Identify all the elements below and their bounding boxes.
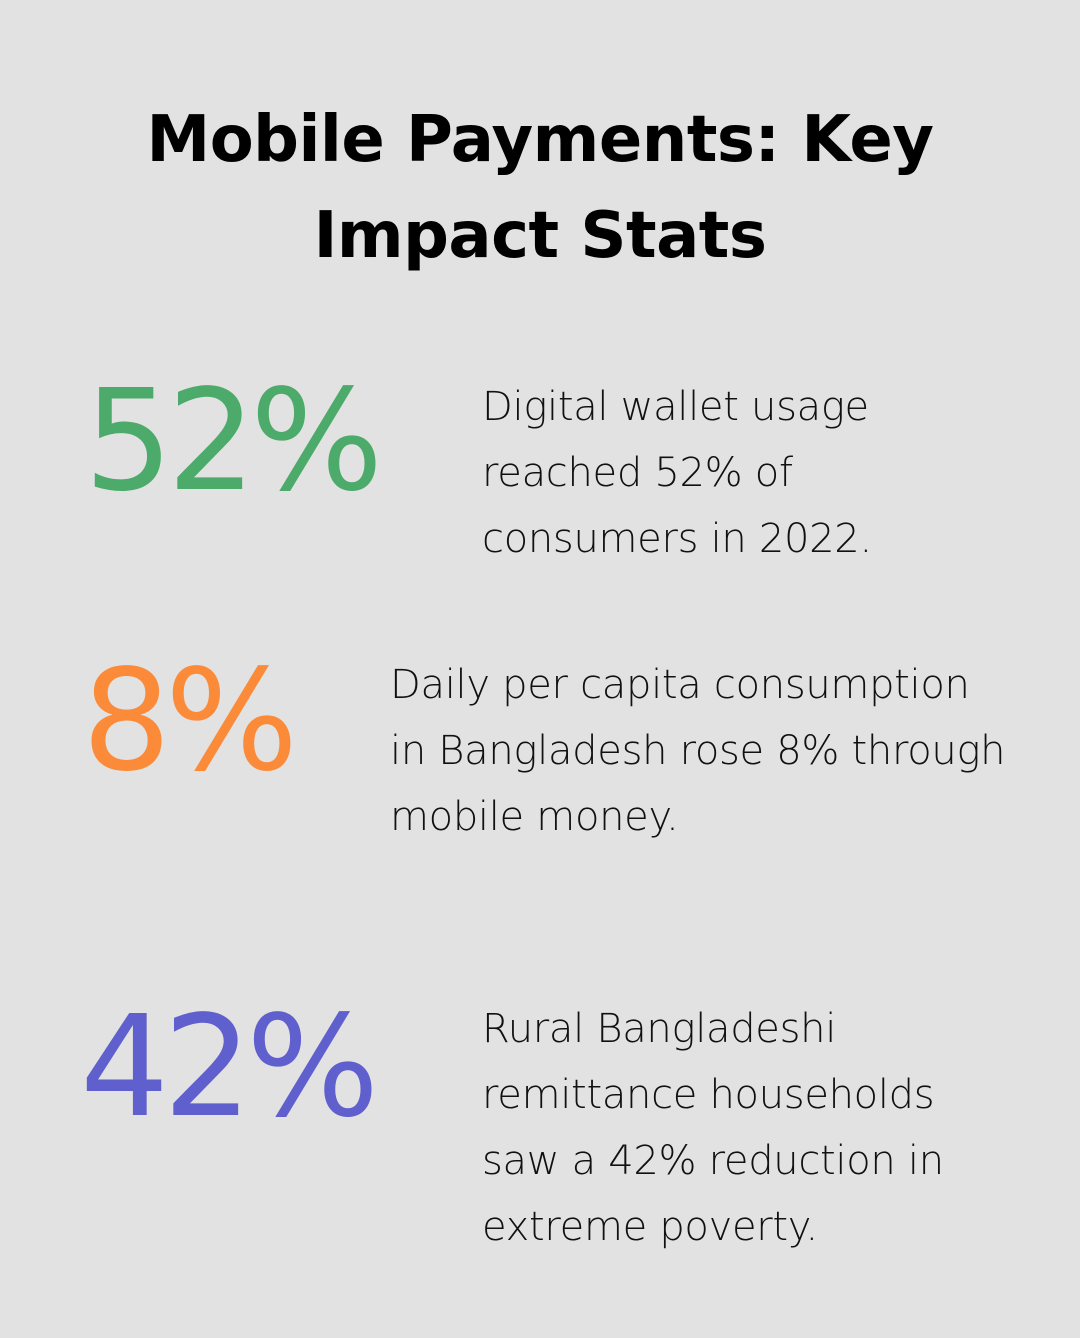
stat-description-consumption: Daily per capita consumption in Banglade… xyxy=(390,662,1006,840)
stat-value-wallet-usage: 52% xyxy=(84,360,383,523)
stat-value-poverty-reduction: 42% xyxy=(80,986,379,1149)
page-title: Mobile Payments: Key Impact Stats xyxy=(146,103,934,273)
stat-description-wallet-usage: Digital wallet usage reached 52% of cons… xyxy=(482,384,872,562)
stat-description-poverty-reduction: Rural Bangladeshi remittance households … xyxy=(482,1006,944,1250)
stat-value-consumption: 8% xyxy=(82,640,298,803)
